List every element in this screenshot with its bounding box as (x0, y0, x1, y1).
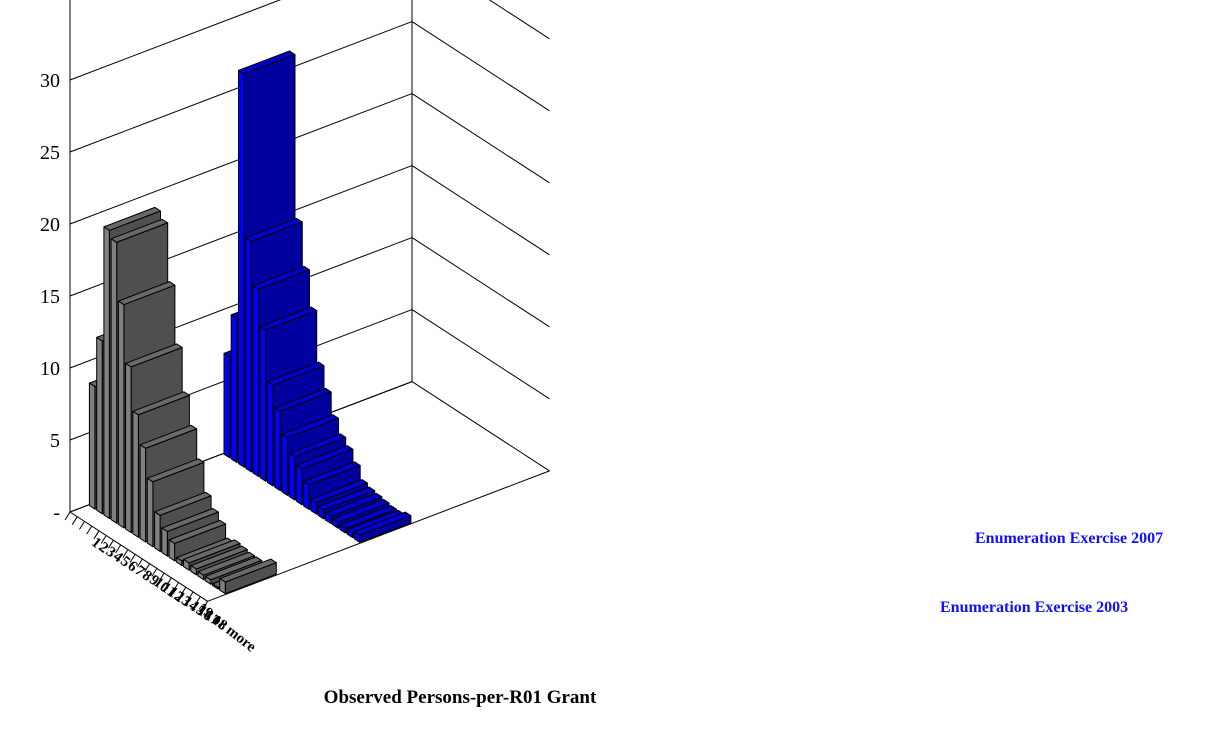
bar-front (245, 237, 252, 473)
bar-front (146, 477, 154, 548)
x-tick-mark-19 (202, 601, 208, 610)
y-tick-label: 30 (40, 70, 60, 92)
gridline-left-6 (69, 0, 282, 81)
series-label-2007: Enumeration Exercise 2007 (975, 530, 1163, 547)
bar-front (132, 410, 139, 538)
x-tick-mark-0 (64, 511, 71, 521)
bar-front (125, 362, 132, 534)
bar-front (117, 300, 125, 529)
bar-2003-12 (168, 519, 227, 562)
bar-2007-19-or-more (353, 511, 412, 543)
x-tick-mark-8 (122, 549, 129, 558)
x-tick-mark-5 (100, 535, 107, 544)
series-label-2003: Enumeration Exercise 2003 (940, 599, 1128, 616)
y-tick-label: 20 (40, 214, 60, 236)
bar-front (96, 336, 103, 515)
gridline-back-1 (411, 309, 550, 400)
x-tick-mark-15 (173, 582, 180, 591)
bar-front (346, 529, 354, 539)
series-2003-bars (88, 206, 277, 595)
bar-front (230, 314, 238, 463)
bar-front (259, 326, 267, 482)
y-axis-tick-labels: - 5 10 15 20 25 30 (40, 70, 60, 524)
x-tick-mark-9 (129, 554, 136, 563)
x-tick-mark-17 (187, 591, 194, 601)
bar-front (197, 571, 204, 581)
bar-front (332, 518, 339, 529)
bar-front (324, 512, 332, 524)
bar-front (175, 557, 183, 566)
x-tick-mark-6 (108, 539, 114, 549)
gridline-back-5 (411, 21, 550, 112)
x-tick-mark-1 (71, 516, 78, 525)
x-tick-mark-16 (180, 586, 187, 596)
bar-front (212, 583, 219, 590)
bar-front (110, 238, 118, 524)
x-tick-mark-4 (93, 530, 100, 540)
y-tick-label: 15 (40, 286, 60, 308)
bar-2003-19-or-more (219, 558, 277, 595)
bar-front (204, 575, 212, 585)
bar-front (190, 565, 197, 576)
bar-front (339, 524, 346, 534)
bar-front (223, 352, 230, 459)
x-tick-mark-12 (151, 568, 158, 577)
bar-front (353, 531, 361, 543)
x-tick-mark-10 (136, 558, 143, 568)
gridline-back-6 (488, 0, 550, 40)
bar-front (252, 285, 259, 477)
bar-front (161, 527, 168, 557)
gridline-back-3 (411, 165, 550, 256)
bar-front (219, 578, 226, 595)
x-tick-mark-14 (165, 577, 172, 587)
bar-front (295, 464, 303, 506)
series-2007-bars (223, 50, 412, 543)
bar-front (139, 444, 147, 543)
bar-front (88, 382, 96, 510)
bar-front (303, 480, 310, 510)
y-tick-label: 5 (50, 430, 60, 452)
x-tick-mark-18 (194, 596, 201, 605)
bar-front (103, 226, 110, 519)
x-tick-mark-2 (79, 521, 85, 530)
y-tick-label: 10 (40, 358, 60, 380)
x-tick-label: 19 or more (194, 600, 259, 656)
bar-front (266, 381, 274, 487)
gridline-back-2 (411, 237, 550, 328)
bar-front (317, 506, 325, 520)
bar-front (154, 511, 161, 552)
x-axis-title: Observed Persons-per-R01 Grant (324, 687, 597, 708)
bar-front (168, 539, 176, 562)
x-tick-mark-13 (158, 572, 165, 582)
bar-front (274, 407, 281, 492)
bar-front (183, 558, 190, 571)
bar-front (310, 498, 317, 515)
x-tick-mark-3 (86, 525, 93, 535)
y-tick-label: 25 (40, 142, 60, 164)
x-tick-mark-7 (115, 544, 122, 554)
gridline-back-4 (411, 93, 550, 184)
bar-front (281, 433, 288, 496)
bar-front (288, 452, 296, 501)
bar-front (238, 69, 245, 468)
y-tick-label: - (53, 502, 60, 524)
x-tick-mark-11 (144, 563, 151, 572)
